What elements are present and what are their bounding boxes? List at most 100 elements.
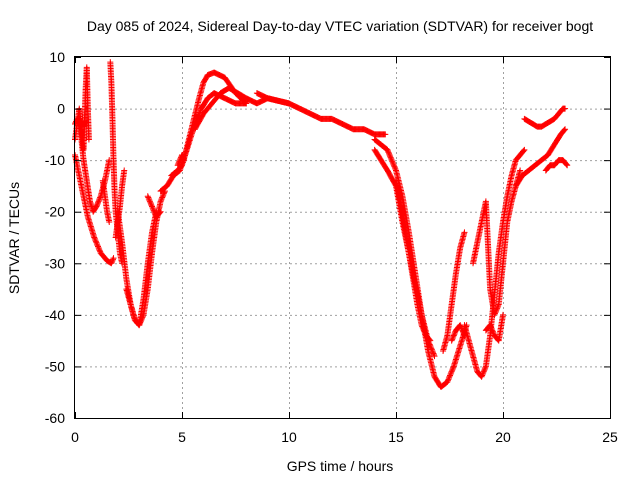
data-point — [146, 197, 153, 204]
data-point — [420, 326, 427, 333]
data-point — [159, 193, 166, 200]
data-point — [93, 240, 100, 247]
data-point — [176, 158, 183, 165]
data-point — [93, 239, 100, 246]
data-point — [491, 311, 498, 318]
data-point — [157, 208, 164, 215]
data-point — [444, 378, 451, 385]
data-point — [448, 337, 455, 344]
y-tick-label: 10 — [49, 49, 65, 65]
series-arc-26 — [542, 157, 571, 174]
data-point — [156, 209, 163, 216]
data-point — [149, 203, 156, 210]
data-point — [93, 203, 100, 210]
series-arc-15 — [253, 90, 389, 138]
data-point — [175, 159, 182, 166]
data-point — [427, 344, 434, 351]
data-point — [491, 310, 498, 317]
data-point — [92, 238, 99, 245]
plot-frame — [74, 56, 611, 419]
series-arc-7 — [112, 167, 128, 241]
data-point — [481, 366, 488, 373]
y-tick-label: -50 — [45, 358, 65, 374]
data-point — [431, 353, 438, 360]
series-arc-18 — [393, 177, 434, 344]
data-point — [94, 200, 101, 207]
data-point — [517, 167, 524, 174]
data-point — [174, 162, 181, 169]
data-point — [488, 324, 495, 331]
x-tick-label: 20 — [495, 429, 511, 445]
grid — [75, 57, 610, 418]
chart-title: Day 085 of 2024, Sidereal Day-to-day VTE… — [87, 18, 593, 34]
data-point — [428, 345, 435, 352]
data-point — [421, 328, 428, 335]
data-point — [92, 237, 99, 244]
data-point — [150, 207, 157, 214]
data-point — [390, 162, 397, 169]
data-point — [144, 193, 151, 200]
series-arc-10 — [144, 193, 164, 220]
data-point — [495, 302, 502, 309]
series-arc-23 — [482, 311, 506, 344]
data-point — [445, 375, 452, 382]
data-point — [564, 162, 571, 169]
data-point — [157, 198, 164, 205]
data-point — [179, 153, 186, 160]
data-point — [480, 368, 487, 375]
data-point — [106, 219, 113, 226]
data-point — [521, 146, 528, 153]
data-point — [390, 161, 397, 168]
data-point — [562, 126, 569, 133]
data-point — [420, 327, 427, 334]
data-point — [419, 324, 426, 331]
x-tick-label: 25 — [602, 429, 618, 445]
axis-ticks: 0 5 10 15 20 25 10 0 -10 -20 -30 -40 -50 -60 — [45, 49, 618, 445]
data-point — [487, 323, 494, 330]
data-point — [391, 164, 398, 171]
data-point — [384, 148, 391, 155]
data-point — [96, 246, 103, 253]
data-point — [430, 350, 437, 357]
data-point — [419, 323, 426, 330]
data-point — [387, 154, 394, 161]
data-point — [158, 197, 165, 204]
data-point — [480, 369, 487, 376]
data-point — [386, 150, 393, 157]
data-point — [447, 371, 454, 378]
data-point — [426, 336, 433, 343]
x-tick-label: 15 — [388, 429, 404, 445]
series-arc-24 — [512, 126, 569, 189]
data-point — [145, 195, 152, 202]
data-point — [147, 199, 154, 206]
data-point — [421, 329, 428, 336]
data-point — [392, 166, 399, 173]
data-point — [482, 364, 489, 371]
series-arc-9 — [123, 208, 160, 329]
series-arc-25 — [521, 105, 569, 130]
data-point — [96, 197, 103, 204]
data-point — [489, 327, 496, 334]
data-point — [561, 127, 568, 134]
data-point — [500, 311, 506, 318]
data-point — [158, 195, 165, 202]
data-point — [427, 342, 434, 349]
data-point — [492, 309, 499, 316]
data-point — [461, 229, 468, 236]
data-point — [450, 332, 457, 339]
data-point — [93, 202, 100, 209]
data-point — [386, 151, 393, 158]
data-point — [448, 368, 455, 375]
data-point — [487, 322, 494, 329]
data-point — [121, 167, 128, 174]
data-point — [108, 260, 115, 267]
series-arc-6 — [99, 177, 113, 226]
data-point — [95, 198, 102, 205]
data-point — [479, 371, 486, 378]
data-point — [150, 206, 157, 213]
data-point — [384, 146, 391, 153]
data-point — [160, 190, 167, 197]
data-point — [429, 347, 436, 354]
data-point — [83, 121, 90, 128]
x-tick-label: 10 — [281, 429, 297, 445]
